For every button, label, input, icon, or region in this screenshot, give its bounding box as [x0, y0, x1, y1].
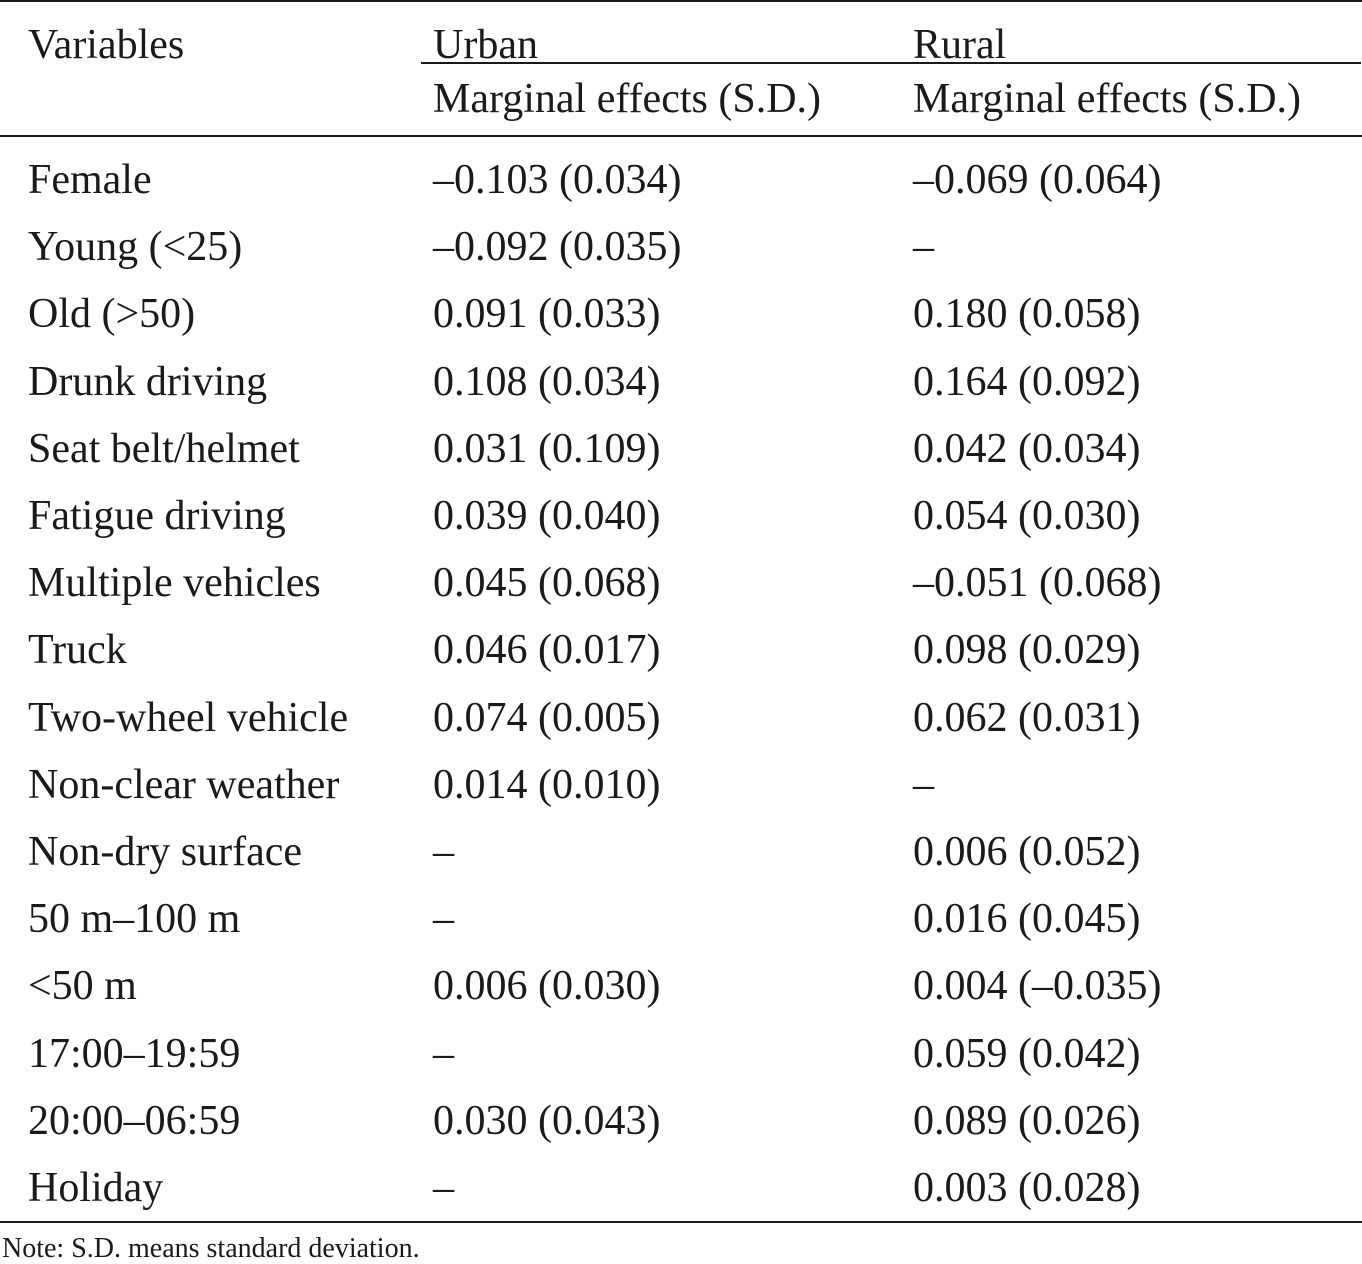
cell-rural: 0.004 (–0.035) [913, 963, 1162, 1010]
column-group-rule [421, 62, 1361, 64]
header-urban: Urban [433, 22, 538, 68]
cell-variable: Fatigue driving [28, 493, 286, 539]
table-row: 20:00–06:59 0.030 (0.043) 0.089 (0.026) [0, 1100, 1362, 1167]
cell-variable: Old (>50) [28, 291, 196, 338]
table-row: 50 m–100 m – 0.016 (0.045) [0, 898, 1362, 965]
cell-variable: 17:00–19:59 [28, 1030, 241, 1077]
cell-urban: 0.030 (0.043) [433, 1097, 661, 1144]
table-bottom-rule [0, 1221, 1362, 1223]
table-note: Note: S.D. means standard deviation. [2, 1233, 420, 1264]
cell-urban: –0.092 (0.035) [433, 224, 682, 271]
cell-rural: 0.062 (0.031) [913, 694, 1141, 741]
cell-urban: 0.014 (0.010) [433, 761, 661, 808]
header-urban-subtitle: Marginal effects (S.D.) [433, 76, 822, 122]
table-row: Seat belt/helmet 0.031 (0.109) 0.042 (0.03… [0, 428, 1362, 495]
cell-urban: – [433, 829, 454, 875]
cell-variable: Multiple vehicles [28, 560, 321, 607]
table-row: Holiday – 0.003 (0.028) [0, 1167, 1362, 1234]
cell-urban: 0.074 (0.005) [433, 694, 661, 741]
table-row: Old (>50) 0.091 (0.033) 0.180 (0.058) [0, 293, 1362, 360]
table-row: Fatigue driving 0.039 (0.040) 0.054 (0.030… [0, 495, 1362, 562]
cell-rural: 0.054 (0.030) [913, 493, 1141, 539]
table-row: Female –0.103 (0.034) –0.069 (0.064) [0, 159, 1362, 226]
cell-rural: 0.164 (0.092) [913, 358, 1141, 405]
table-row: Non-dry surface – 0.006 (0.052) [0, 831, 1362, 898]
cell-rural: 0.180 (0.058) [913, 291, 1141, 338]
cell-variable: Truck [28, 627, 127, 674]
table-row: Truck 0.046 (0.017) 0.098 (0.029) [0, 629, 1362, 696]
cell-rural: – [913, 761, 934, 808]
cell-rural: –0.069 (0.064) [913, 157, 1162, 203]
table-row: Young (<25) –0.092 (0.035) – [0, 226, 1362, 293]
cell-urban: 0.108 (0.034) [433, 358, 661, 405]
cell-urban: 0.006 (0.030) [433, 963, 661, 1010]
cell-variable: Non-clear weather [28, 761, 340, 808]
cell-rural: 0.089 (0.026) [913, 1097, 1141, 1144]
table-row: Non-clear weather 0.014 (0.010) – [0, 764, 1362, 831]
header-rural-subtitle: Marginal effects (S.D.) [913, 76, 1302, 122]
cell-variable: Non-dry surface [28, 829, 303, 875]
table-row: Two-wheel vehicle 0.074 (0.005) 0.062 (0.0… [0, 697, 1362, 764]
cell-rural: 0.003 (0.028) [913, 1165, 1141, 1211]
cell-urban: – [433, 1030, 454, 1077]
table-row: 17:00–19:59 – 0.059 (0.042) [0, 1033, 1362, 1100]
cell-urban: –0.103 (0.034) [433, 157, 682, 203]
cell-rural: – [913, 224, 934, 271]
cell-rural: 0.016 (0.045) [913, 896, 1141, 943]
cell-rural: –0.051 (0.068) [913, 560, 1162, 607]
cell-urban: – [433, 1165, 454, 1211]
cell-urban: 0.091 (0.033) [433, 291, 661, 338]
cell-urban: 0.046 (0.017) [433, 627, 661, 674]
table-row: Drunk driving 0.108 (0.034) 0.164 (0.092) [0, 361, 1362, 428]
cell-variable: Seat belt/helmet [28, 425, 300, 472]
header-rural: Rural [913, 22, 1007, 68]
cell-rural: 0.059 (0.042) [913, 1030, 1141, 1077]
cell-variable: 50 m–100 m [28, 896, 241, 943]
cell-rural: 0.042 (0.034) [913, 425, 1141, 472]
cell-rural: 0.098 (0.029) [913, 627, 1141, 674]
cell-variable: Young (<25) [28, 224, 243, 271]
cell-urban: – [433, 896, 454, 943]
cell-variable: Holiday [28, 1165, 164, 1211]
cell-variable: Drunk driving [28, 358, 268, 405]
cell-variable: <50 m [28, 963, 137, 1010]
cell-urban: 0.045 (0.068) [433, 560, 661, 607]
cell-urban: 0.031 (0.109) [433, 425, 661, 472]
cell-variable: Female [28, 157, 152, 203]
table-row: Multiple vehicles 0.045 (0.068) –0.051 (0.… [0, 562, 1362, 629]
header-variables: Variables [28, 22, 185, 68]
cell-variable: 20:00–06:59 [28, 1097, 241, 1144]
header-bottom-rule [0, 135, 1362, 137]
cell-rural: 0.006 (0.052) [913, 829, 1141, 875]
cell-urban: 0.039 (0.040) [433, 493, 661, 539]
table-top-rule [0, 0, 1362, 2]
table-row: <50 m 0.006 (0.030) 0.004 (–0.035) [0, 965, 1362, 1032]
cell-variable: Two-wheel vehicle [28, 694, 349, 741]
